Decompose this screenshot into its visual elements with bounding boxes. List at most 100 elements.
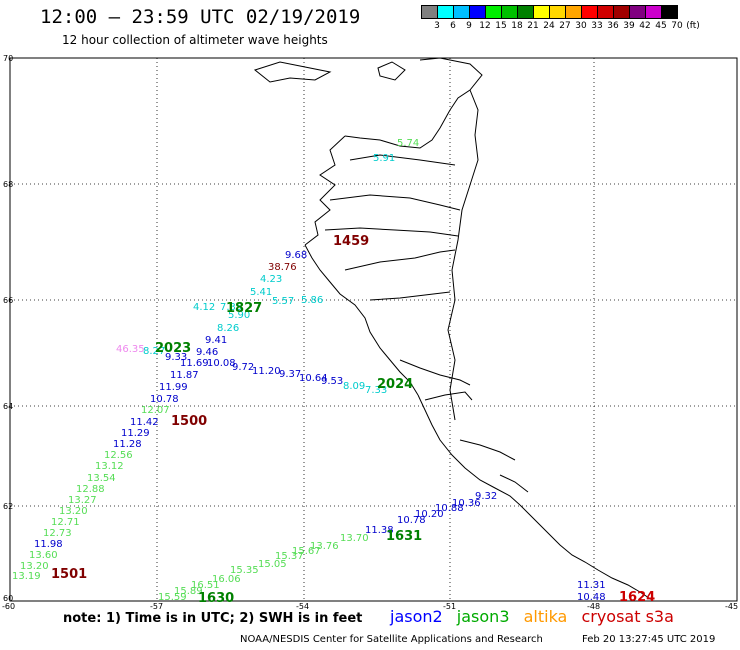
swh-value: 10.88	[435, 503, 464, 514]
swh-value: 11.42	[130, 417, 159, 428]
swh-value: 8.27	[143, 346, 165, 357]
legend-swatch	[437, 5, 454, 19]
swh-value: 10.64	[299, 373, 328, 384]
lat-tick-labels: 70 68 66 64 62 60	[3, 54, 13, 603]
swh-value: 9.32	[475, 491, 497, 502]
legend-tick-label: 70	[671, 21, 683, 31]
swh-value: 10.08	[207, 358, 236, 369]
lon-label: -45	[725, 602, 738, 611]
swh-value: 15.67	[292, 546, 321, 557]
swh-value: 10.78	[150, 394, 179, 405]
legend-tick-label: 18	[511, 21, 523, 31]
swh-value: 4.12	[193, 302, 215, 313]
legend-swatch	[517, 5, 534, 19]
pass-time-label: 2023	[155, 341, 191, 356]
swh-value: 46.35	[116, 344, 145, 355]
swh-value: 5.74	[397, 138, 419, 149]
swh-value: 13.20	[20, 561, 49, 572]
lat-label: 66	[3, 296, 13, 305]
swh-value: 11.99	[159, 382, 188, 393]
legend-tick-label: 24	[543, 21, 555, 31]
swh-value: 9.68	[285, 250, 307, 261]
swh-value: 11.69	[180, 358, 209, 369]
swh-value: 11.87	[170, 370, 199, 381]
swh-value: 15.37	[275, 551, 304, 562]
swh-value: 13.54	[87, 473, 116, 484]
color-legend	[421, 5, 678, 19]
legend-swatch	[453, 5, 470, 19]
legend-swatch	[661, 5, 678, 19]
generation-timestamp: Feb 20 13:27:45 UTC 2019	[582, 634, 716, 645]
pass-time-label: 1827	[226, 301, 262, 316]
pass-time-label: 1630	[198, 591, 234, 606]
swh-value: 16.51	[191, 580, 220, 591]
legend-tick-label: 12	[479, 21, 491, 31]
legend-swatch	[421, 5, 438, 19]
swh-value: 15.59	[158, 592, 187, 603]
color-legend-ticks: 3 6 9 12 15 18 21 24 27 30 33 36 39 42 45 70 (ft)	[421, 21, 740, 35]
legend-tick-label: 21	[527, 21, 539, 31]
page-title: 12:00 – 23:59 UTC 02/19/2019	[40, 6, 361, 28]
swh-value: 13.19	[12, 571, 41, 582]
legend-tick-label: 45	[655, 21, 667, 31]
swh-value: 11.28	[113, 439, 142, 450]
pass-time-label: 1501	[51, 567, 87, 582]
legend-tick-label: 30	[575, 21, 587, 31]
pass-time-label: 1500	[171, 414, 207, 429]
pass-time-label: 1631	[386, 529, 422, 544]
legend-tick-label: 36	[607, 21, 619, 31]
swh-value: 16.06	[212, 574, 241, 585]
legend-tick-label: 6	[450, 21, 456, 31]
lat-label: 62	[3, 502, 13, 511]
swh-value: 15.35	[230, 565, 259, 576]
track-labels: 5.74 5.91 9.68 38.76 4.23 5.41 4.12 7.35…	[12, 138, 606, 603]
legend-tick-label: 15	[495, 21, 507, 31]
lat-label: 60	[3, 594, 13, 603]
swh-value: 8.26	[217, 323, 239, 334]
satellite-name-jason3: jason3	[456, 607, 510, 626]
lat-label: 68	[3, 180, 13, 189]
graticule	[10, 58, 737, 601]
legend-swatch	[469, 5, 486, 19]
swh-value: 11.20	[252, 366, 281, 377]
pass-time-label: 2024	[377, 377, 413, 392]
swh-value: 11.38	[365, 525, 394, 536]
legend-tick-label: 3	[434, 21, 440, 31]
legend-tick-label: 33	[591, 21, 603, 31]
satellite-legend: jason2 jason3 altika cryosat s3a	[390, 607, 683, 626]
swh-value: 13.60	[29, 550, 58, 561]
swh-value: 13.12	[95, 461, 124, 472]
swh-value: 8.09	[343, 381, 365, 392]
satellite-name-jason2: jason2	[390, 607, 443, 626]
swh-value: 10.36	[452, 498, 481, 509]
swh-value: 13.20	[59, 506, 88, 517]
swh-value: 5.57	[272, 296, 294, 307]
swh-value: 5.86	[301, 295, 323, 306]
legend-swatch	[485, 5, 502, 19]
swh-value: 9.53	[321, 376, 343, 387]
legend-swatch	[581, 5, 598, 19]
swh-value: 12.71	[51, 517, 80, 528]
swh-value: 13.70	[340, 533, 369, 544]
satellite-name-cryosat: cryosat s3a	[581, 607, 674, 626]
swh-value: 9.72	[232, 362, 254, 373]
swh-value: 4.23	[260, 274, 282, 285]
satellite-name-altika: altika	[523, 607, 568, 626]
lon-label: -51	[443, 602, 456, 611]
pass-time-label: 1624	[619, 590, 655, 605]
lat-label: 70	[3, 54, 13, 63]
swh-value: 7.35	[220, 302, 242, 313]
swh-value: 12.73	[43, 528, 72, 539]
lon-label: -54	[296, 602, 309, 611]
page-subtitle: 12 hour collection of altimeter wave hei…	[62, 33, 328, 47]
legend-swatch	[597, 5, 614, 19]
units-note: note: 1) Time is in UTC; 2) SWH is in fe…	[63, 611, 363, 626]
swh-value: 10.48	[577, 592, 606, 603]
legend-swatch	[629, 5, 646, 19]
swh-value: 11.29	[121, 428, 150, 439]
legend-tick-label: (ft)	[686, 21, 700, 31]
legend-tick-label: 9	[466, 21, 472, 31]
swh-value: 9.41	[205, 335, 227, 346]
swh-value: 5.41	[250, 287, 272, 298]
